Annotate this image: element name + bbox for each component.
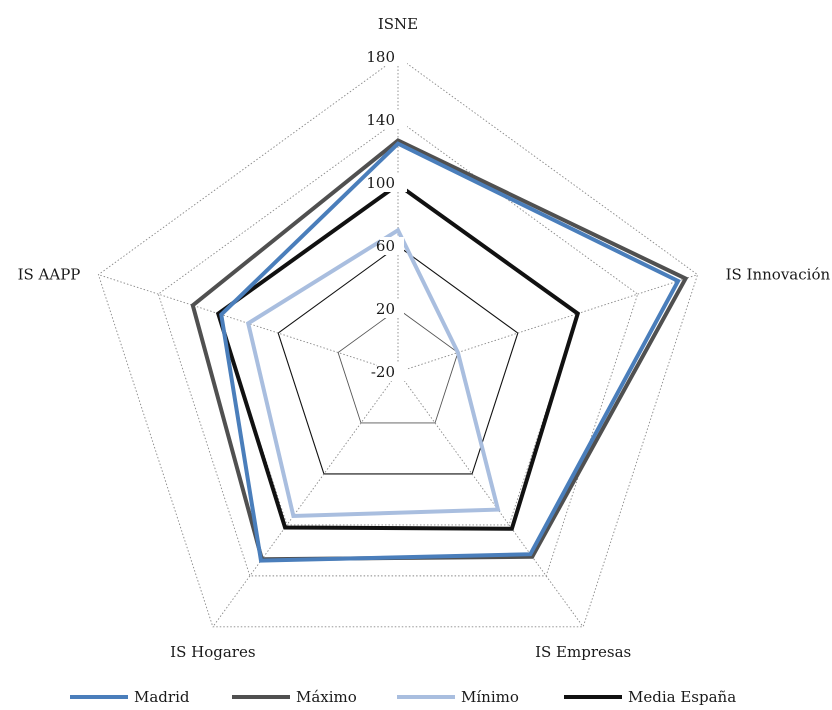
series-media-espana [215,182,581,531]
legend-swatch-media-espana [564,695,622,699]
series-maximo [190,138,689,562]
legend-label-media-espana: Media España [628,688,737,706]
axis-label-isne: ISNE [378,15,418,33]
chart-legend: Madrid Máximo Mínimo Media España [0,686,832,710]
tick-label-bg [377,48,407,66]
radar-labels: -20 20 60 100 140 180 ISNE IS Innovación IS Empr… [18,15,831,661]
tick-label-100: 100 [366,174,395,192]
tick-label-bg [380,237,404,255]
tick-label-20: 20 [376,300,395,318]
axis-label-is-empresas: IS Empresas [535,643,631,661]
axis-label-is-aapp: IS AAPP [18,266,81,284]
legend-swatch-minimo [397,695,455,699]
axis-label-is-innovacion: IS Innovación [726,266,831,284]
tick-label-bg [380,300,404,318]
legend-label-madrid: Madrid [134,688,190,706]
legend-item-minimo: Mínimo [397,686,519,708]
tick-label-60: 60 [376,237,395,255]
grid-ring-20 [337,308,459,424]
tick-label-180: 180 [366,48,395,66]
tick-label-140: 140 [366,111,395,129]
grid-ring-180 [97,56,699,628]
radar-grid [97,56,699,628]
legend-item-madrid: Madrid [70,686,189,708]
legend-item-maximo: Máximo [232,686,357,708]
spoke-is-hogares [212,371,399,628]
legend-label-minimo: Mínimo [461,688,519,706]
radar-series [190,138,689,563]
axis-label-is-hogares: IS Hogares [170,643,255,661]
legend-swatch-madrid [70,695,128,699]
tick-label-20: -20 [371,363,395,381]
legend-item-media-espana: Media España [564,686,736,708]
tick-label-bg [377,174,407,192]
spoke-is-innovacion [397,274,698,373]
grid-ring-60 [277,245,519,475]
spoke-is-empresas [397,371,584,628]
tick-label-bg [377,363,407,381]
legend-label-maximo: Máximo [296,688,357,706]
legend-swatch-maximo [232,695,290,699]
tick-label-bg [377,111,407,129]
series-minimo [245,227,501,519]
series-madrid [219,141,681,563]
